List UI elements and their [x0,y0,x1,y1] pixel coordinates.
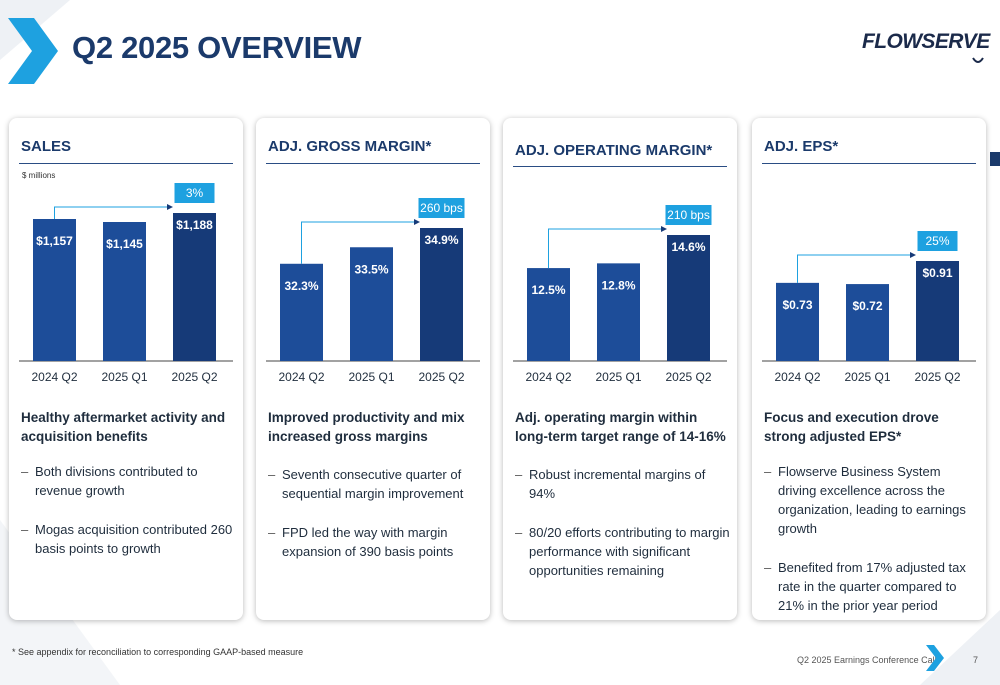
x-tick-label: 2025 Q2 [665,370,711,384]
bullet-item: –80/20 efforts contributing to margin pe… [515,525,730,578]
flowserve-logo: FLOWSERVE [862,26,990,66]
bar [350,247,393,361]
card-eps: ADJ. EPS* $0.73 2024 Q2 $0.72 2025 Q1 $0.91 2… [752,118,986,620]
eps-chart: $0.73 2024 Q2 $0.72 2025 Q1 $0.91 2025 Q2 25% [762,231,976,384]
change-badge-label: 210 bps [667,208,710,222]
bar-value-label: 12.5% [531,283,565,297]
change-badge [917,231,958,251]
growth-arrow [548,228,663,269]
divider [513,166,727,167]
card-title: SALES [21,138,72,155]
bar-value-label: $0.72 [852,299,882,313]
growth-arrow [797,254,912,283]
x-tick-label: 2025 Q1 [595,370,641,384]
x-tick-label: 2025 Q2 [914,370,960,384]
bar [916,261,959,361]
bullet-list: – Seventh consecutive quarter of sequenti… [268,465,484,581]
unit-label: $ millions [22,171,56,180]
x-tick-label: 2025 Q2 [171,370,217,384]
bar [280,263,323,361]
page-title: Q2 2025 OVERVIEW [72,30,362,65]
x-tick-label: 2025 Q1 [101,370,147,384]
bullet-list: – Robust incremental margins of 94% –80/2… [515,465,731,600]
change-badge-label: 260 bps [420,201,463,215]
card-operating-margin: ADJ. OPERATING MARGIN* 12.5% 2024 Q2 12.8%… [503,118,737,620]
bar [33,219,76,361]
card-sales: SALES $ millions $1,157 2024 Q2 $1,145 2025… [9,118,243,620]
bar [597,263,640,361]
footnote: * See appendix for reconciliation to cor… [12,647,304,657]
operating-margin-chart: 12.5% 2024 Q2 12.8% 2025 Q1 14.6% 2025 Q2 210 … [513,205,727,384]
change-badge-label: 3% [186,186,204,200]
growth-arrow [54,206,169,219]
bar [667,235,710,361]
bar [527,268,570,361]
bullet-item: – Benefited from 17% adjusted tax rate in… [764,560,966,613]
bar-value-label: 14.6% [671,240,705,254]
x-tick-label: 2025 Q1 [844,370,890,384]
divider [19,163,233,164]
bullet-list: – Both divisions contributed to revenue g… [21,462,237,578]
edge-accent [990,152,1000,166]
bar [420,228,463,361]
arrow-head [661,226,667,232]
bar-value-label: 34.9% [424,233,458,247]
arrow-head [910,252,916,258]
change-badge-label: 25% [925,234,949,248]
x-tick-label: 2024 Q2 [525,370,571,384]
bar-value-label: $0.73 [782,298,812,312]
bar [846,284,889,361]
arrow-head [167,204,173,210]
card-headline: Adj. operating margin within long-term t… [515,410,726,444]
x-tick-label: 2025 Q1 [348,370,394,384]
bar-value-label: 32.3% [284,279,318,293]
bar-value-label: 12.8% [601,278,635,292]
card-title: ADJ. OPERATING MARGIN* [515,142,713,159]
title-chevron-icon [8,18,58,84]
bullet-item: – Seventh consecutive quarter of sequenti… [268,467,464,501]
card-title: ADJ. GROSS MARGIN* [268,138,432,155]
x-tick-label: 2024 Q2 [278,370,324,384]
change-badge [174,183,215,203]
bar [173,213,216,361]
bar-value-label: $1,157 [36,234,73,248]
bullet-item: – Mogas acquisition contributed 260 basis… [21,522,233,556]
bar [103,222,146,361]
divider [762,163,976,164]
card-headline: Improved productivity and mix increased … [268,410,465,444]
bullet-item: – Both divisions contributed to revenue g… [21,464,198,498]
footer-chevron-icon [926,645,944,671]
growth-arrow [301,221,416,264]
bullet-item: – Flowserve Business System driving excel… [764,464,966,536]
bar [776,282,819,361]
card-headline: Focus and execution drove strong adjuste… [764,410,939,444]
bar-value-label: $1,188 [176,218,213,232]
x-tick-label: 2025 Q2 [418,370,464,384]
x-tick-label: 2024 Q2 [774,370,820,384]
divider [266,163,480,164]
change-badge [665,205,712,225]
gross-margin-chart: 32.3% 2024 Q2 33.5% 2025 Q1 34.9% 2025 Q2 260 … [266,198,480,384]
x-tick-label: 2024 Q2 [31,370,77,384]
arrow-head [414,219,420,225]
card-gross-margin: ADJ. GROSS MARGIN* 32.3% 2024 Q2 33.5% 2025… [256,118,490,620]
card-headline: Healthy aftermarket activity and acquisi… [21,410,226,444]
card-title: ADJ. EPS* [764,138,839,155]
bar-value-label: 33.5% [354,262,388,276]
bullet-item: – Robust incremental margins of 94% [515,467,706,501]
bullet-list: – Flowserve Business System driving excel… [764,462,980,635]
page-number: 7 [973,655,979,665]
bullet-item: – FPD led the way with margin expansion o… [268,525,454,559]
change-badge [418,198,465,218]
footer-event: Q2 2025 Earnings Conference Call [797,655,937,665]
bar-value-label: $1,145 [106,237,143,251]
sales-chart: $1,157 2024 Q2 $1,145 2025 Q1 $1,188 2025 Q2 3… [19,183,233,384]
bar-value-label: $0.91 [922,266,952,280]
